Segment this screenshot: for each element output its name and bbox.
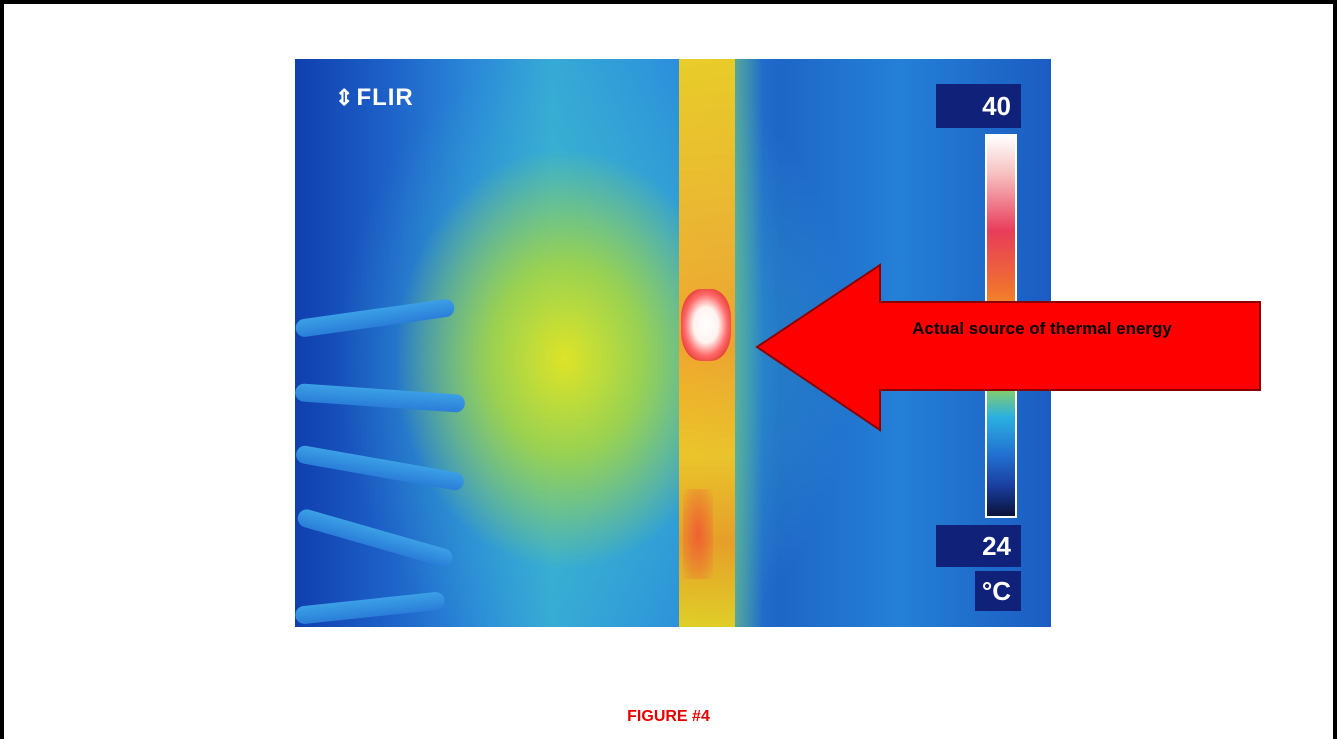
flir-mark-icon: ⇕ [335,85,355,110]
scale-unit: °C [975,571,1021,611]
busbar-edge [735,59,763,627]
scale-max: 40 [936,84,1021,128]
warm-spot [683,489,713,579]
figure-caption: FIGURE #4 [627,708,710,725]
thermal-image: ⇕FLIR 40 24 °C [295,59,1051,627]
hotspot [681,289,731,361]
flir-logo-text: FLIR [356,84,414,111]
flir-logo: ⇕FLIR [335,84,414,112]
scale-min: 24 [936,525,1021,567]
annotation-label: Actual source of thermal energy [912,319,1172,338]
arrow-shape [755,263,1261,432]
